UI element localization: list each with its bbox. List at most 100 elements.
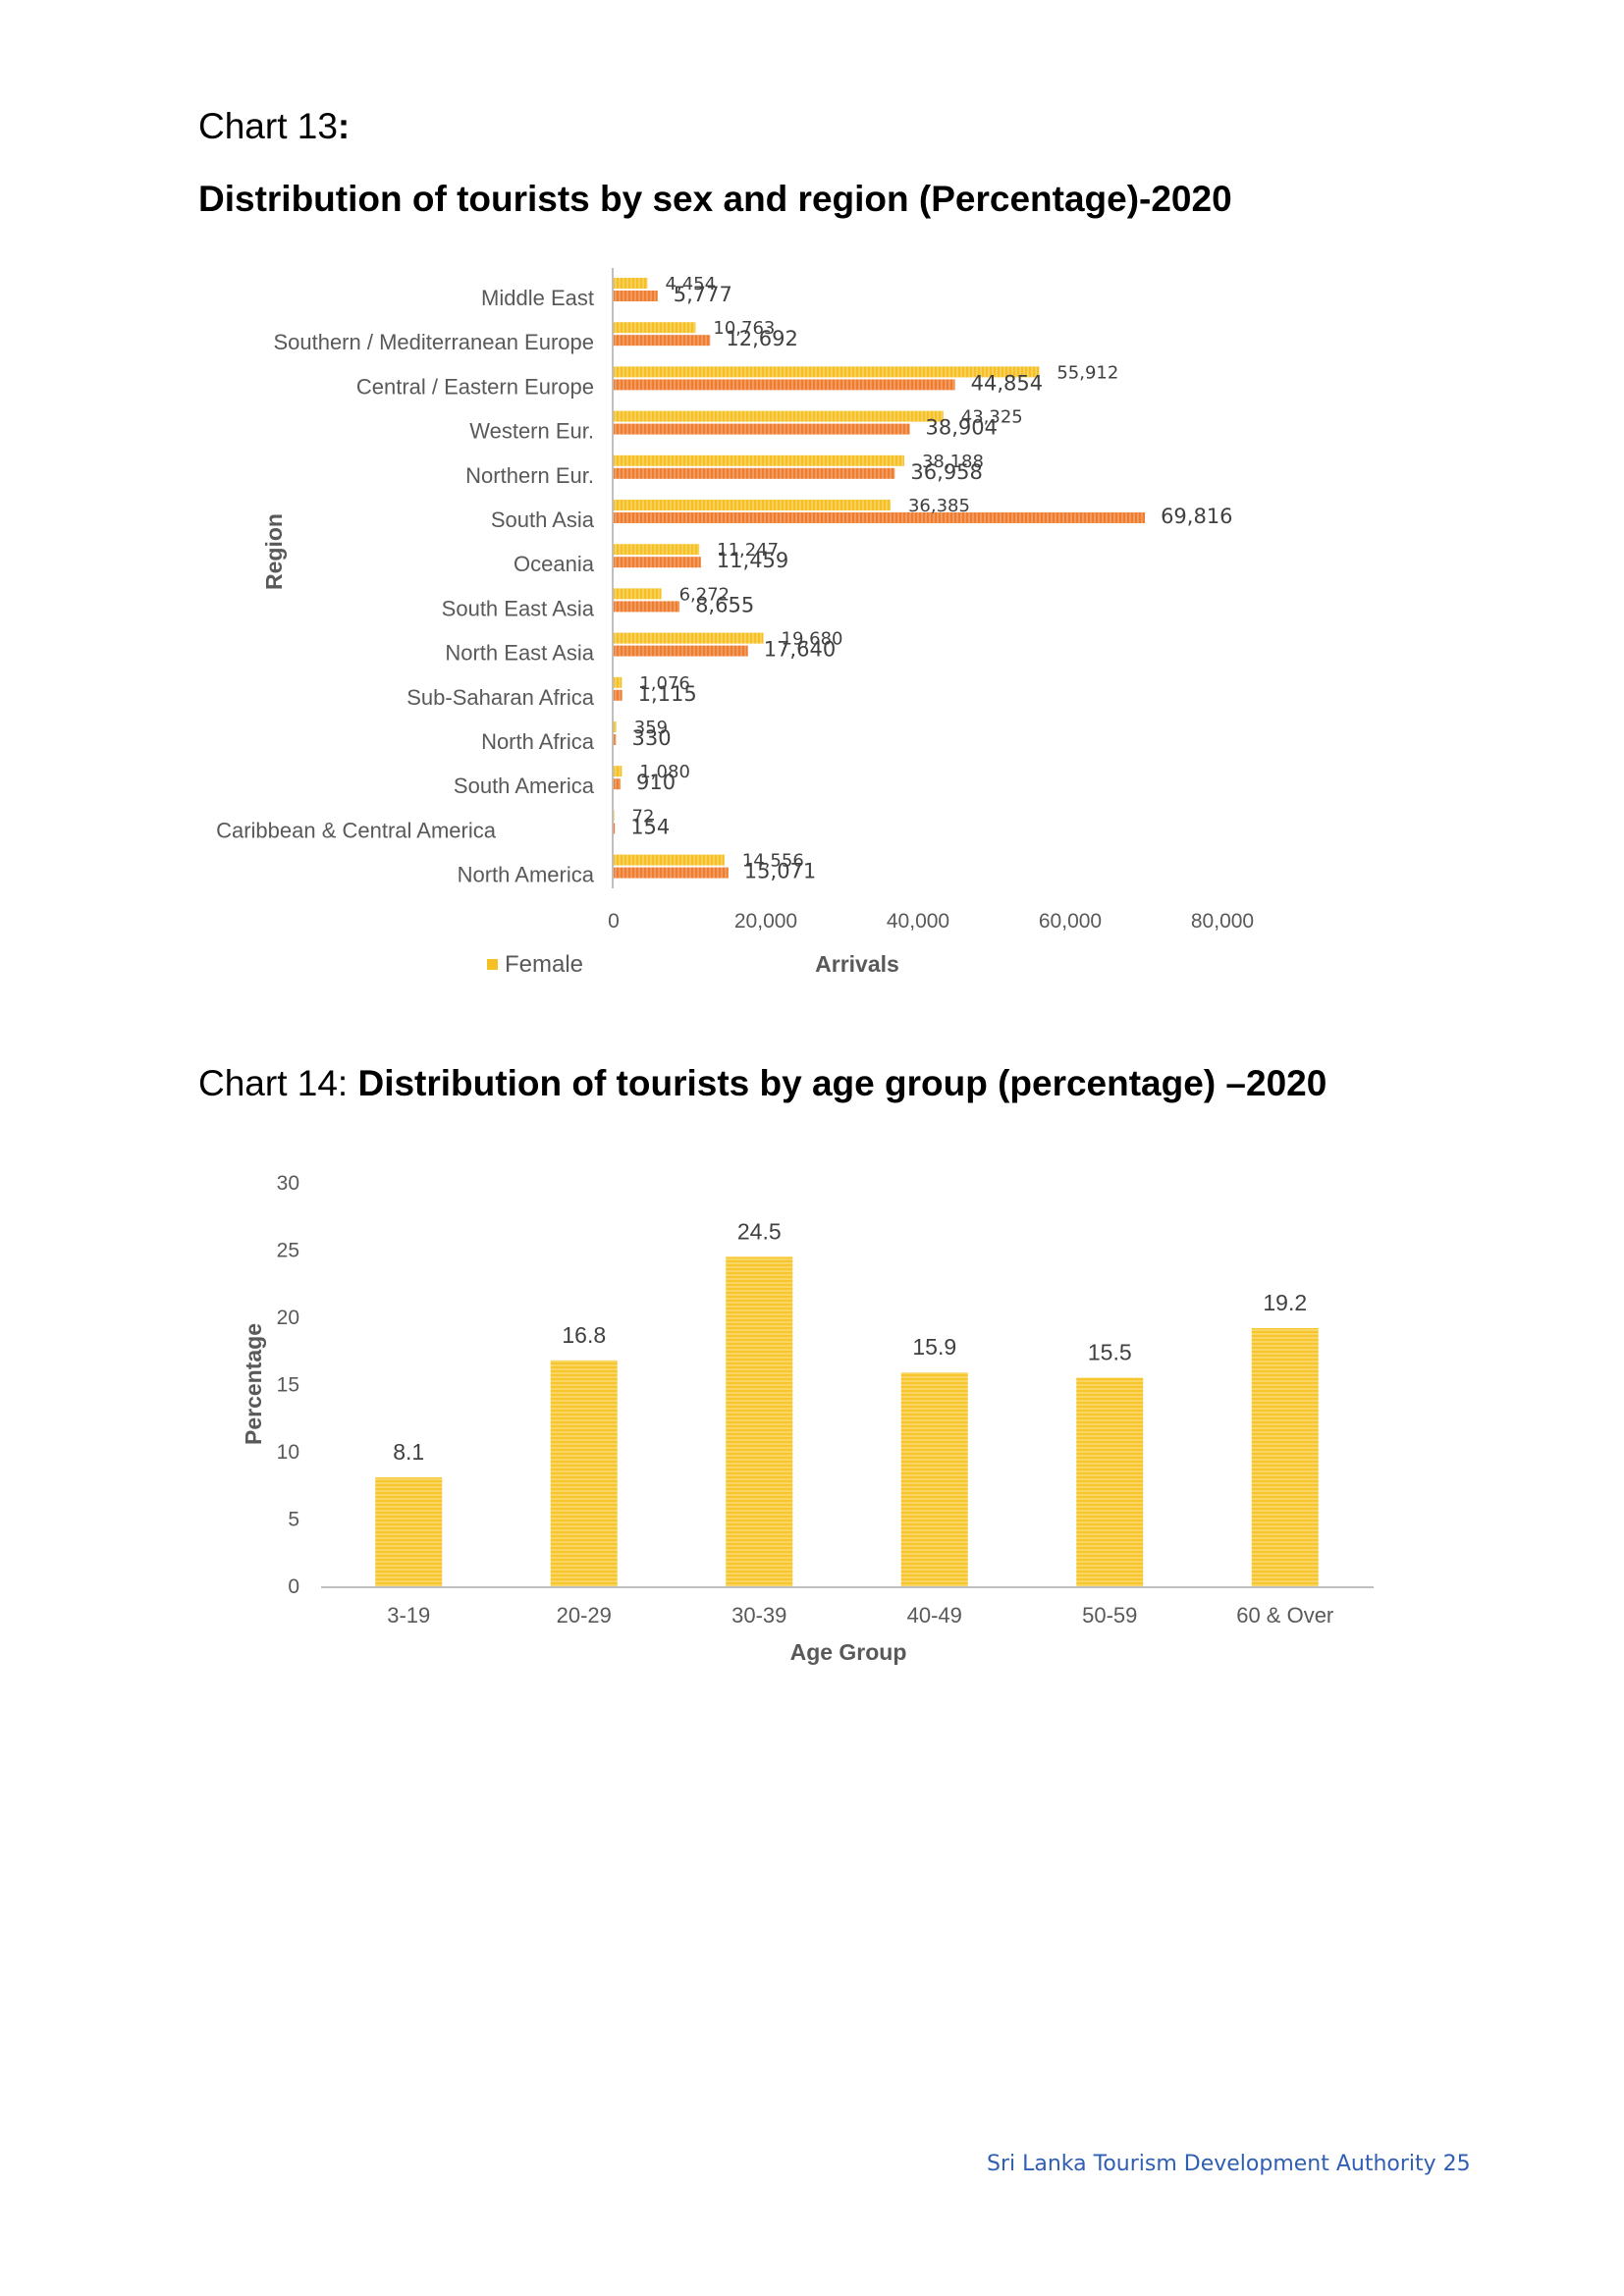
chart14-heading: Chart 14: Distribution of tourists by ag…: [198, 1063, 1326, 1104]
region-category-label: Caribbean & Central America: [216, 818, 497, 842]
female-value-label: 10,763: [713, 318, 775, 339]
y-tick-label: 25: [277, 1240, 299, 1262]
female-value-label: 14,556: [742, 851, 804, 872]
male-value-label: 910: [636, 771, 676, 794]
region-category-label: North Africa: [481, 729, 595, 754]
female-bar: [614, 410, 944, 422]
male-value-label: 38,904: [926, 416, 998, 440]
y-tick-label: 15: [277, 1374, 299, 1397]
age-value-label: 15.5: [1088, 1340, 1132, 1365]
male-value-label: 44,854: [971, 371, 1043, 395]
male-value-label: 5,777: [674, 283, 732, 306]
female-value-label: 36,385: [908, 496, 970, 516]
male-bar: [614, 689, 623, 701]
age-value-label: 19.2: [1263, 1290, 1307, 1315]
x-axis-title: Arrivals: [815, 951, 899, 977]
chart14-title: Distribution of tourists by age group (p…: [357, 1063, 1327, 1103]
female-value-label: 55,912: [1056, 362, 1118, 383]
age-category-label: 60 & Over: [1236, 1603, 1333, 1628]
male-value-label: 69,816: [1161, 505, 1232, 528]
region-category-label: Northern Eur.: [465, 463, 594, 488]
male-bar: [614, 335, 711, 347]
female-value-label: 38,188: [922, 452, 984, 472]
x-tick-label: 80,000: [1191, 910, 1254, 933]
age-category-label: 40-49: [907, 1603, 962, 1628]
female-value-label: 43,325: [961, 407, 1023, 428]
female-bar: [614, 721, 617, 732]
age-group-bar-chart: 0 5 10 15 20 25 30 8.1 16.8 24.5 15.9 15.5 19.2 3-1…: [241, 1172, 1374, 1665]
male-bar: [614, 423, 910, 435]
female-value-label: 4,454: [666, 274, 717, 294]
y-tick-label: 0: [288, 1575, 299, 1598]
female-value-label: 6,272: [679, 584, 731, 605]
female-bar: [614, 454, 904, 466]
female-bar: [614, 588, 662, 600]
y-tick-label: 10: [277, 1441, 299, 1464]
region-category-label: North America: [458, 863, 595, 887]
age-category-label: 30-39: [731, 1603, 786, 1628]
age-value-label: 16.8: [562, 1322, 606, 1348]
x-tick-label: 0: [608, 910, 620, 933]
male-bar: [614, 291, 658, 301]
male-bar: [614, 867, 729, 879]
male-value-label: 330: [632, 726, 672, 750]
chart14-prefix: Chart 14:: [198, 1063, 358, 1103]
female-value-label: 72: [632, 806, 655, 827]
age-bar: [375, 1477, 443, 1586]
region-category-label: Western Eur.: [469, 419, 594, 444]
female-value-label: 19,680: [782, 629, 843, 650]
age-value-label: 8.1: [393, 1439, 424, 1465]
male-value-label: 17,640: [764, 638, 836, 662]
male-value-label: 1,115: [638, 682, 697, 706]
region-category-label: Middle East: [481, 286, 594, 310]
female-bar: [614, 810, 615, 822]
y-tick-label: 5: [288, 1509, 299, 1531]
age-bar: [900, 1372, 968, 1586]
y-tick-label: 20: [277, 1307, 299, 1329]
x-tick-label: 20,000: [734, 910, 797, 933]
age-bar: [726, 1256, 793, 1586]
male-bar: [614, 512, 1146, 523]
age-category-label: 3-19: [387, 1603, 430, 1628]
age-bar: [1076, 1377, 1144, 1586]
male-bar: [614, 645, 748, 657]
female-bar: [614, 366, 1040, 378]
region-category-label: Southern / Mediterranean Europe: [273, 330, 594, 354]
male-value-label: 11,459: [717, 549, 788, 572]
y-tick-label: 30: [277, 1172, 299, 1195]
region-category-label: Oceania: [514, 552, 595, 576]
female-value-label: 359: [634, 718, 668, 738]
male-value-label: 36,958: [910, 460, 982, 484]
legend-female-swatch: [487, 959, 498, 970]
female-value-label: 11,247: [717, 540, 779, 561]
female-bar: [614, 766, 623, 777]
male-value-label: 15,071: [744, 860, 816, 883]
male-value-label: 12,692: [726, 327, 797, 350]
chart13-prefix: Chart 13: [198, 106, 338, 146]
x-tick-label: 40,000: [887, 910, 949, 933]
age-value-label: 15.9: [912, 1334, 956, 1360]
female-value-label: 1,076: [639, 673, 690, 694]
female-bar: [614, 632, 764, 644]
chart13-colon: :: [337, 106, 351, 146]
female-bar: [614, 676, 623, 688]
age-value-label: 24.5: [737, 1218, 782, 1244]
age-category-label: 50-59: [1082, 1603, 1137, 1628]
female-value-label: 1,080: [639, 762, 690, 782]
chart13-number-heading: Chart 13:: [198, 106, 350, 147]
female-bar: [614, 854, 725, 866]
chart13-title: Distribution of tourists by sex and regi…: [198, 179, 1232, 219]
legend-female-label: Female: [505, 951, 583, 978]
female-bar: [614, 544, 700, 556]
region-category-label: South East Asia: [442, 596, 595, 620]
female-bar: [614, 278, 648, 289]
male-bar: [614, 823, 616, 834]
region-category-label: South America: [454, 774, 595, 798]
y-axis-title: Region: [261, 513, 287, 590]
x-axis-title: Age Group: [790, 1639, 907, 1665]
male-value-label: 154: [630, 815, 670, 838]
y-axis-title: Percentage: [241, 1323, 266, 1445]
male-bar: [614, 734, 617, 745]
region-category-label: Central / Eastern Europe: [356, 374, 594, 399]
